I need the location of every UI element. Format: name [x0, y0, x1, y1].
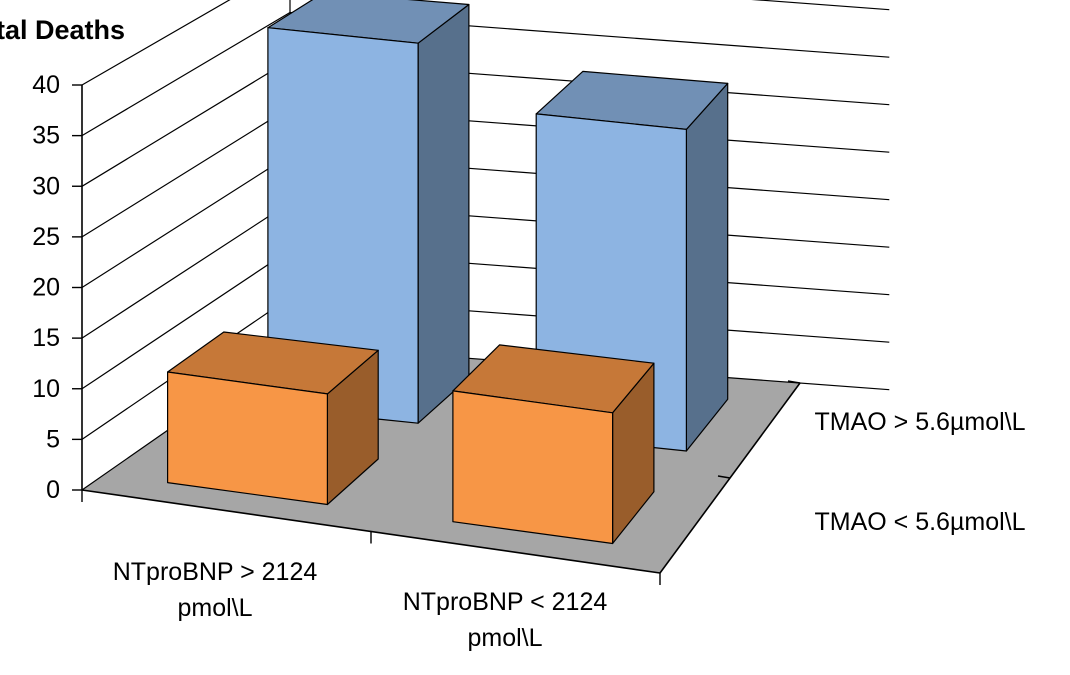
depth-tick — [787, 380, 801, 384]
series-label: TMAO > 5.6µmol\L — [815, 408, 1026, 436]
y-tick-label: 30 — [32, 172, 60, 200]
y-tick-label: 25 — [32, 223, 60, 251]
gridline — [81, 0, 890, 86]
bar-side — [417, 3, 470, 424]
bar — [452, 344, 655, 545]
bar-front — [167, 371, 328, 506]
y-tick-label: 20 — [32, 274, 60, 302]
gridline — [81, 154, 890, 289]
bar — [167, 331, 379, 506]
gridline — [81, 201, 890, 339]
labels: 0 5 10 15 20 25 30 35 40 NTproBNP > 2124 pmol\L NTp… — [32, 71, 1025, 652]
bar — [267, 0, 470, 424]
series-label: TMAO < 5.6µmol\L — [815, 508, 1026, 536]
gridline — [81, 59, 890, 187]
depth-tick — [717, 475, 731, 479]
bars — [167, 0, 729, 545]
y-tick-label: 10 — [32, 375, 60, 403]
y-tick-label: 5 — [46, 425, 60, 453]
x-tick-label: NTproBNP > 2124 pmol\L — [113, 558, 318, 622]
bar-side — [685, 82, 729, 452]
chart-title: tal Deaths — [0, 15, 125, 45]
y-tick-label: 40 — [32, 71, 60, 99]
x-tick-label: NTproBNP < 2124 pmol\L — [403, 588, 608, 652]
y-tick-label: 15 — [32, 324, 60, 352]
y-tick-label: 0 — [46, 476, 60, 504]
bar-front — [452, 390, 614, 545]
y-tick-label: 35 — [32, 122, 60, 150]
